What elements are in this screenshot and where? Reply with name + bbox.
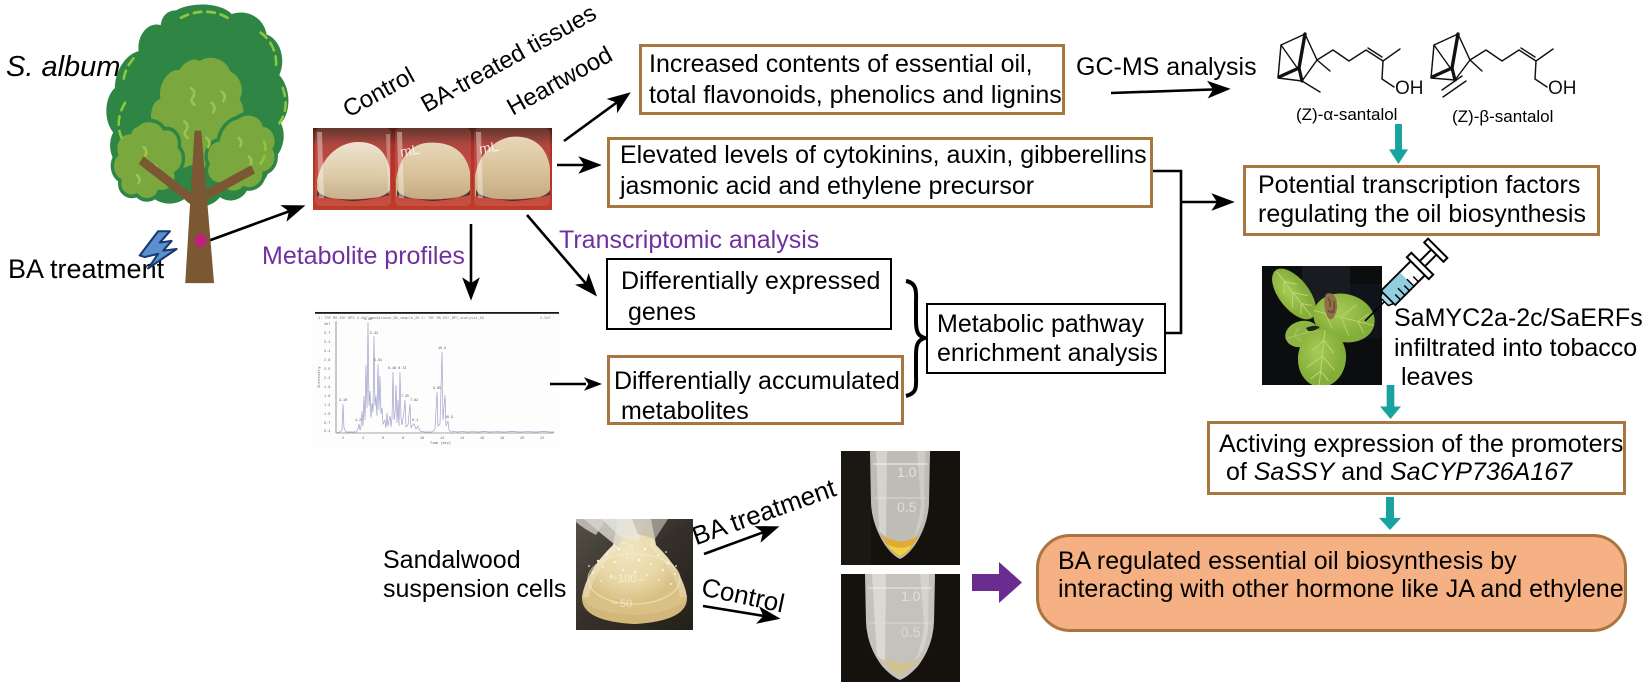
- svg-text:0.5: 0.5: [901, 624, 921, 640]
- svg-text:OH: OH: [1548, 78, 1577, 99]
- svg-text:14: 14: [460, 437, 464, 441]
- svg-text:6.48 6.72: 6.48 6.72: [388, 367, 406, 371]
- svg-text:2.2: 2.2: [324, 377, 330, 381]
- svg-text:18: 18: [500, 437, 504, 441]
- svg-text:2.5e7: 2.5e7: [540, 317, 551, 321]
- svg-text:mL: mL: [478, 138, 500, 157]
- svg-text:OH: OH: [1395, 78, 1424, 99]
- svg-text:4e7: 4e7: [324, 323, 330, 327]
- svg-text:3.4: 3.4: [324, 341, 330, 345]
- svg-text:8.1: 8.1: [412, 419, 418, 423]
- svg-text:1.9: 1.9: [324, 386, 330, 390]
- svg-text:1.0: 1.0: [897, 464, 917, 480]
- svg-text:1: TOF MS ES+ BPI 2.5e7 sandal: 1: TOF MS ES+ BPI 2.5e7 sandalwood_BA_sa…: [318, 316, 484, 321]
- svg-text:0.5: 0.5: [897, 499, 917, 515]
- svg-text:4.2: 4.2: [355, 419, 361, 423]
- svg-text:2: 2: [342, 437, 344, 441]
- svg-text:3.1: 3.1: [324, 350, 330, 354]
- svg-text:mL: mL: [399, 141, 421, 160]
- svg-text:8: 8: [402, 437, 404, 441]
- svg-text:5.61: 5.61: [374, 359, 382, 363]
- svg-text:5.32: 5.32: [370, 332, 378, 336]
- svg-text:100: 100: [618, 573, 636, 585]
- svg-text:22: 22: [540, 437, 544, 441]
- svg-text:1.0: 1.0: [901, 588, 921, 604]
- svg-text:Intensity: Intensity: [317, 366, 322, 388]
- svg-text:9.95: 9.95: [433, 387, 441, 391]
- svg-text:Time (min): Time (min): [430, 441, 451, 446]
- svg-text:1.6: 1.6: [324, 395, 330, 399]
- svg-text:6: 6: [382, 437, 384, 441]
- svg-text:7.35: 7.35: [401, 395, 409, 399]
- svg-text:2.8: 2.8: [324, 359, 330, 363]
- svg-text:50: 50: [620, 598, 632, 610]
- svg-text:10.9: 10.9: [445, 416, 453, 420]
- svg-text:1.0: 1.0: [324, 413, 330, 417]
- svg-text:7.82: 7.82: [410, 399, 418, 403]
- svg-text:1.3: 1.3: [324, 404, 330, 408]
- svg-text:0.4: 0.4: [324, 430, 330, 434]
- svg-text:20: 20: [520, 437, 524, 441]
- svg-text:4: 4: [362, 437, 364, 441]
- svg-text:12: 12: [440, 437, 444, 441]
- svg-text:16: 16: [480, 437, 484, 441]
- svg-text:10.2: 10.2: [438, 347, 446, 351]
- svg-text:4.96: 4.96: [364, 318, 372, 322]
- svg-text:3.10: 3.10: [339, 399, 347, 403]
- svg-text:0.7: 0.7: [324, 422, 330, 426]
- svg-text:2.5: 2.5: [324, 368, 330, 372]
- svg-text:10: 10: [420, 437, 424, 441]
- svg-text:3.7: 3.7: [324, 332, 330, 336]
